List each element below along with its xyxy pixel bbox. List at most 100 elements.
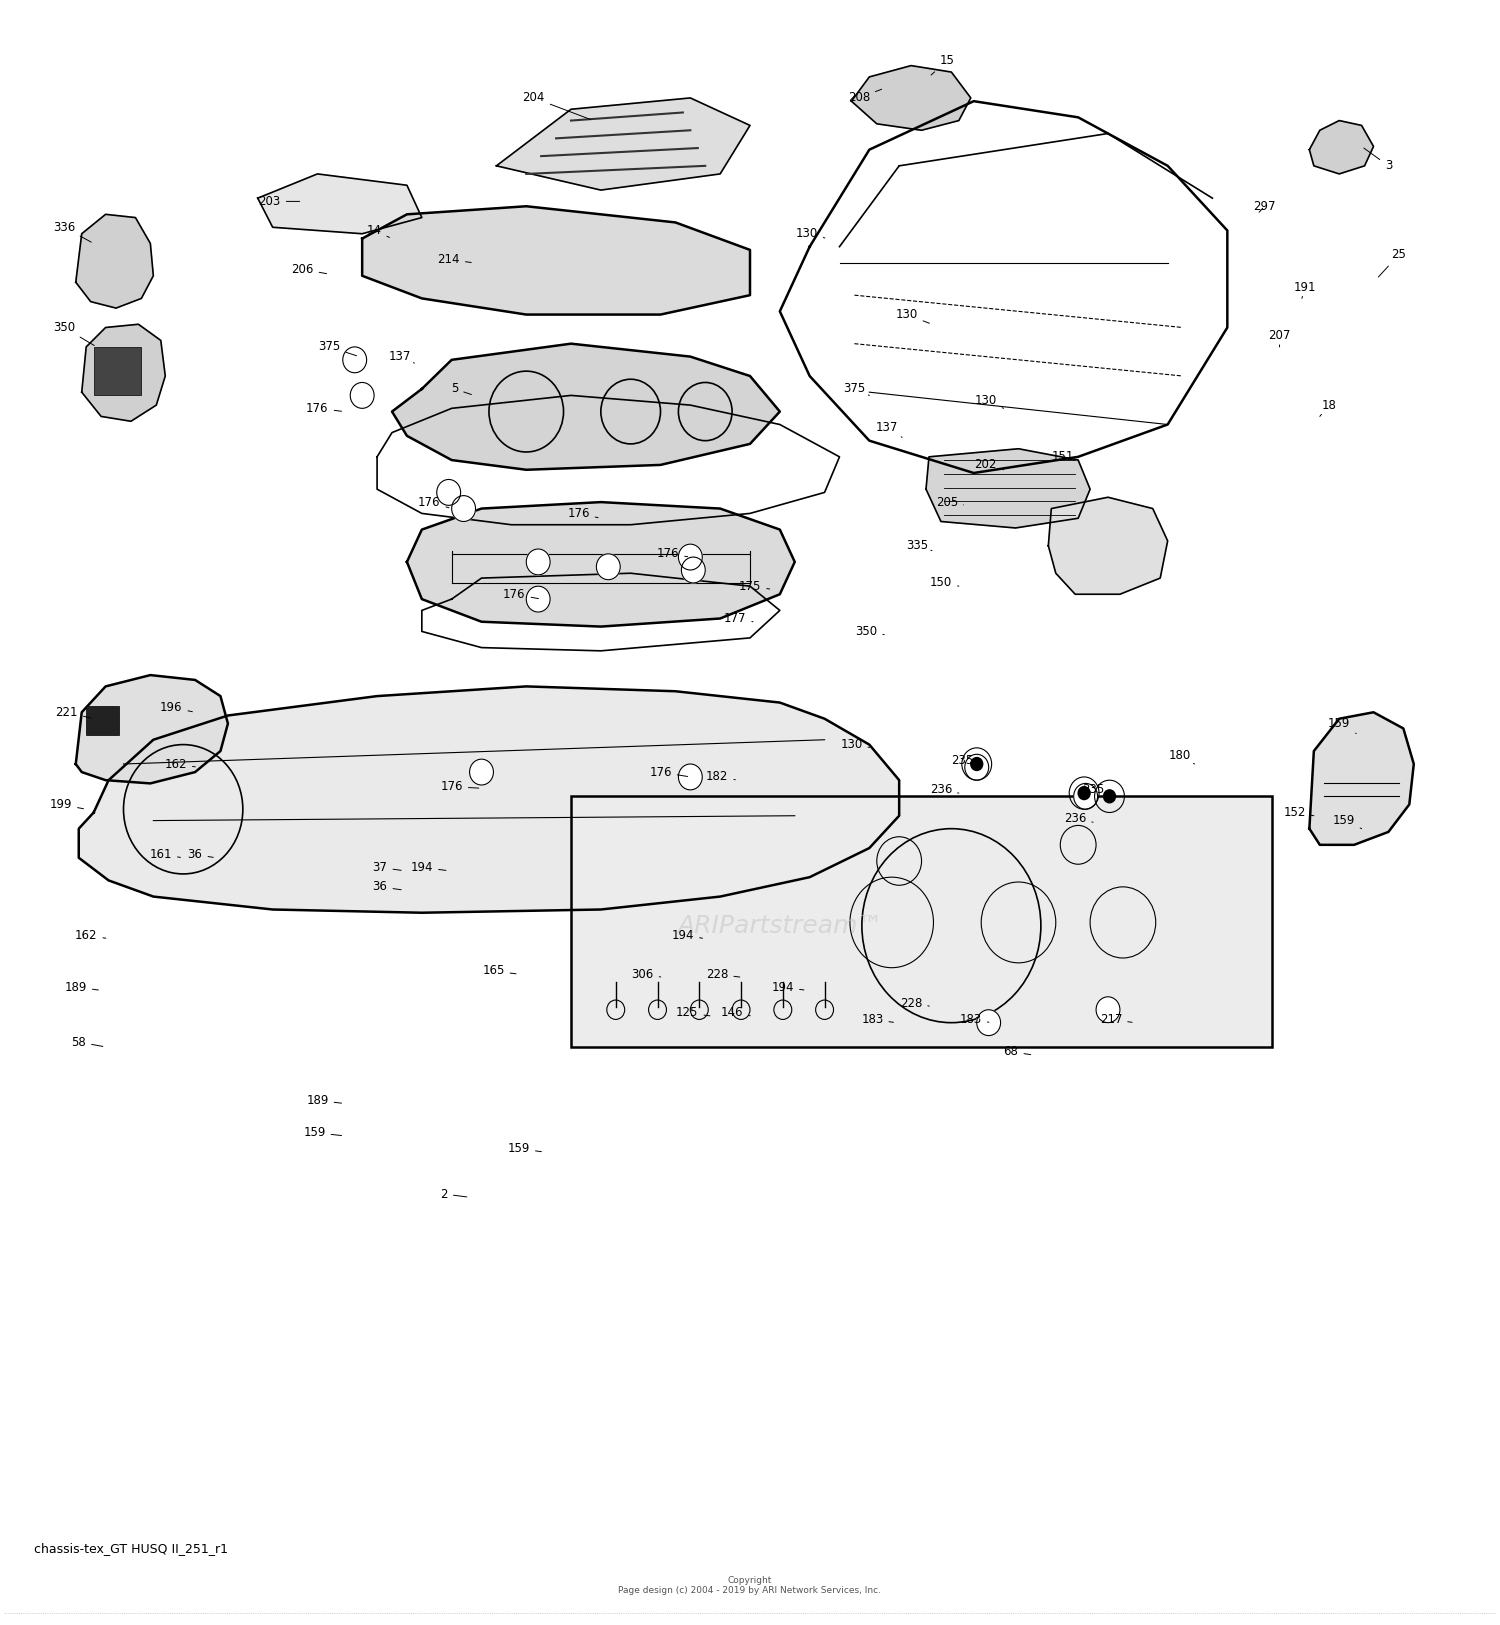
Circle shape [970, 757, 982, 770]
Text: 150: 150 [930, 577, 958, 590]
Text: 14: 14 [366, 224, 390, 237]
Text: 194: 194 [672, 929, 702, 942]
Text: 125: 125 [676, 1006, 710, 1019]
Text: chassis-tex_GT HUSQ II_251_r1: chassis-tex_GT HUSQ II_251_r1 [34, 1542, 228, 1555]
Text: 176: 176 [306, 401, 342, 414]
Text: 235: 235 [1082, 783, 1112, 796]
Text: 189: 189 [64, 980, 99, 993]
Text: 217: 217 [1100, 1012, 1132, 1025]
Polygon shape [76, 214, 153, 309]
Polygon shape [258, 174, 422, 234]
Text: 228: 228 [900, 996, 928, 1009]
Text: 189: 189 [306, 1094, 342, 1107]
Text: 199: 199 [50, 798, 84, 811]
Text: 183: 183 [861, 1012, 894, 1025]
Circle shape [678, 764, 702, 790]
Text: ARIPartstream™: ARIPartstream™ [676, 913, 882, 938]
Text: 162: 162 [165, 757, 195, 770]
Text: 15: 15 [932, 54, 954, 75]
Text: 176: 176 [503, 588, 538, 601]
Circle shape [350, 382, 374, 408]
Text: 194: 194 [411, 861, 446, 874]
Polygon shape [1310, 120, 1374, 174]
Text: 2: 2 [441, 1188, 466, 1201]
Text: 236: 236 [930, 783, 958, 796]
Text: 203: 203 [258, 195, 300, 208]
Text: 37: 37 [372, 861, 400, 874]
Circle shape [1074, 783, 1098, 809]
Text: 176: 176 [419, 496, 448, 509]
Polygon shape [78, 686, 898, 913]
Circle shape [964, 754, 988, 780]
Text: 236: 236 [1064, 812, 1094, 826]
Text: 68: 68 [1004, 1045, 1031, 1058]
Text: 336: 336 [53, 221, 92, 242]
Text: 194: 194 [771, 980, 804, 993]
Circle shape [681, 557, 705, 583]
Text: 130: 130 [975, 393, 1004, 408]
Text: 228: 228 [706, 967, 740, 980]
Text: 306: 306 [632, 967, 660, 980]
Text: 350: 350 [53, 322, 94, 346]
Polygon shape [926, 449, 1090, 528]
Text: 161: 161 [150, 848, 180, 861]
Polygon shape [1310, 712, 1414, 845]
Text: 208: 208 [847, 89, 882, 104]
Circle shape [1078, 786, 1090, 800]
Text: 130: 130 [795, 228, 825, 240]
Text: 5: 5 [452, 382, 471, 395]
Text: 176: 176 [567, 507, 598, 520]
Text: 205: 205 [936, 496, 963, 509]
Text: 159: 159 [1332, 814, 1362, 829]
Text: 146: 146 [722, 1006, 750, 1019]
Text: 206: 206 [291, 263, 327, 276]
Text: 165: 165 [482, 964, 516, 977]
Text: 176: 176 [657, 548, 687, 561]
Text: 159: 159 [1328, 717, 1356, 733]
Polygon shape [406, 502, 795, 627]
Polygon shape [81, 325, 165, 421]
Text: 221: 221 [56, 705, 92, 718]
Text: 235: 235 [951, 754, 978, 767]
Text: 183: 183 [960, 1012, 988, 1025]
Circle shape [526, 587, 550, 613]
Polygon shape [76, 674, 228, 783]
Text: 297: 297 [1254, 200, 1276, 213]
Text: 177: 177 [724, 613, 753, 626]
Text: Copyright
Page design (c) 2004 - 2019 by ARI Network Services, Inc.: Copyright Page design (c) 2004 - 2019 by… [618, 1576, 882, 1596]
Text: 137: 137 [876, 421, 902, 437]
Text: 151: 151 [1052, 450, 1078, 463]
FancyBboxPatch shape [86, 705, 118, 734]
Text: 182: 182 [706, 770, 735, 783]
Text: 175: 175 [740, 580, 770, 593]
Text: 375: 375 [843, 382, 870, 395]
Text: 204: 204 [522, 91, 591, 120]
Text: 130: 130 [896, 309, 930, 323]
Text: 159: 159 [303, 1126, 342, 1139]
Text: 180: 180 [1168, 749, 1194, 764]
Text: 36: 36 [188, 848, 213, 861]
Text: 162: 162 [75, 929, 106, 942]
Circle shape [436, 479, 460, 505]
Circle shape [452, 496, 476, 522]
Text: 207: 207 [1269, 330, 1290, 346]
Polygon shape [496, 98, 750, 190]
Text: 176: 176 [650, 765, 687, 778]
Text: 18: 18 [1320, 398, 1336, 416]
Text: 58: 58 [72, 1035, 104, 1048]
Circle shape [1096, 996, 1120, 1022]
Text: 3: 3 [1364, 148, 1392, 172]
Polygon shape [392, 343, 780, 470]
Text: 196: 196 [160, 700, 192, 713]
Text: 191: 191 [1293, 281, 1316, 299]
Text: 130: 130 [840, 738, 870, 751]
Circle shape [526, 549, 550, 575]
FancyBboxPatch shape [572, 796, 1272, 1046]
Text: 159: 159 [507, 1142, 542, 1155]
Polygon shape [852, 65, 970, 130]
Polygon shape [362, 206, 750, 315]
Text: 214: 214 [438, 254, 471, 266]
Text: 36: 36 [372, 881, 400, 894]
FancyBboxPatch shape [93, 346, 141, 395]
Circle shape [678, 544, 702, 570]
